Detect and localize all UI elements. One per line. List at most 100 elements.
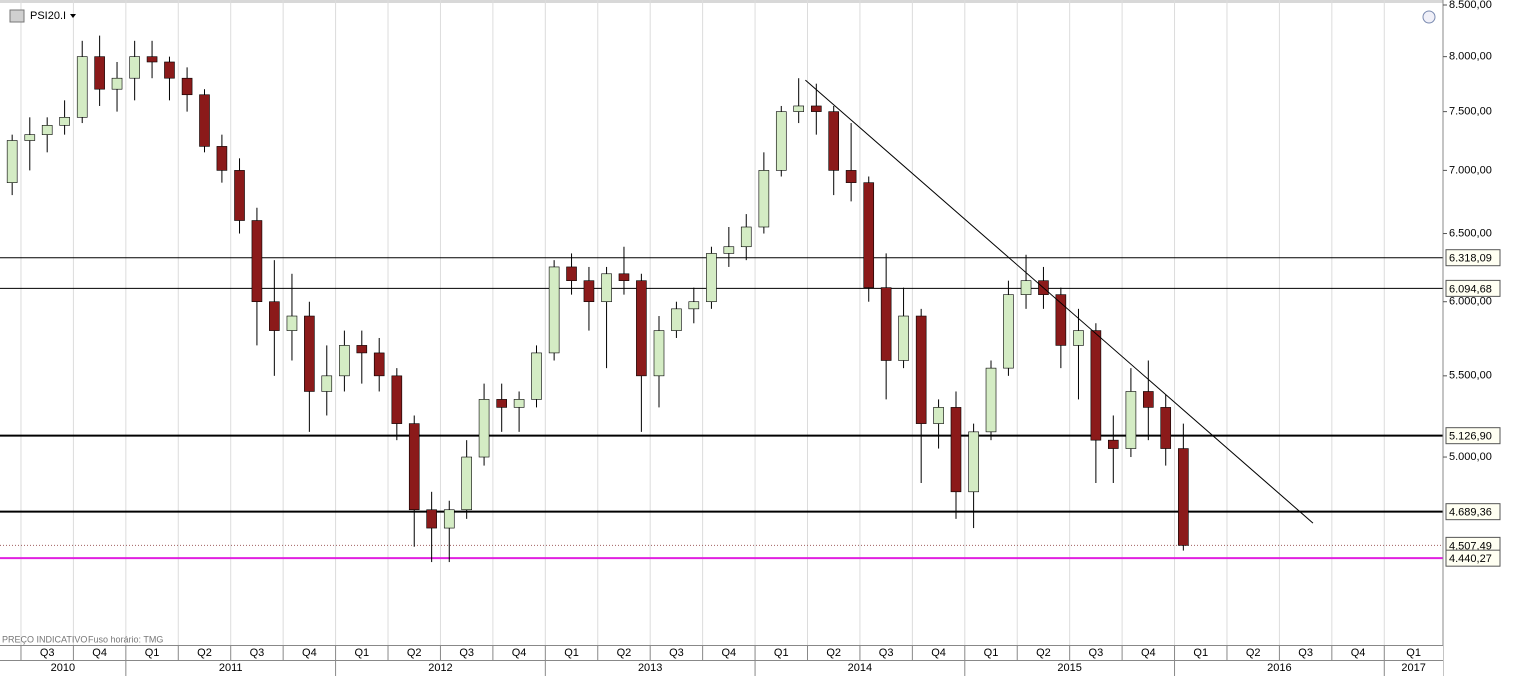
candle-body — [356, 345, 368, 354]
candle-body — [898, 315, 909, 361]
x-tick-label: Q4 — [512, 647, 527, 659]
candle-body — [1055, 294, 1067, 346]
x-tick-label: Q4 — [302, 647, 317, 659]
candle-body — [426, 509, 437, 529]
candle-body — [758, 170, 770, 228]
year-label: 2013 — [638, 662, 662, 674]
candle-body — [513, 399, 525, 408]
candle-body — [548, 266, 560, 354]
candle-body — [408, 423, 420, 511]
candle-body — [76, 56, 88, 118]
candle-body — [1090, 330, 1102, 441]
year-label: 2011 — [219, 662, 243, 674]
candle-body — [1143, 391, 1154, 408]
candle-body — [950, 407, 962, 493]
level-label: 6.318,09 — [1449, 253, 1492, 265]
x-tick-label: Q2 — [197, 647, 212, 659]
candle-body — [793, 105, 804, 112]
x-tick-label: Q3 — [1298, 647, 1313, 659]
y-tick-label: 5.000,00 — [1449, 451, 1492, 463]
top-bar — [0, 0, 1533, 3]
y-tick-label: 6.000,00 — [1449, 296, 1492, 308]
y-tick-label: 8.500,00 — [1449, 0, 1492, 11]
y-tick-label: 6.500,00 — [1449, 227, 1492, 239]
axes: 8.500,00 8.000,00 7.500,00 7.000,00 6.500,00… — [20, 0, 1492, 676]
dropdown-arrow[interactable] — [70, 14, 76, 18]
level-label: 4.689,36 — [1449, 507, 1492, 519]
candle-body — [111, 77, 123, 90]
chart-title[interactable]: PSI20.I — [30, 10, 66, 22]
candle-body — [1125, 391, 1137, 449]
candle-body — [880, 287, 892, 361]
x-tick-label: Q1 — [145, 647, 160, 659]
level-label-box — [1445, 549, 1501, 567]
x-tick-label: Q1 — [354, 647, 369, 659]
candle-body — [461, 456, 472, 511]
x-tick-label: Q2 — [1246, 647, 1261, 659]
candle-body — [566, 266, 577, 281]
y-tick-label: 7.000,00 — [1449, 164, 1492, 176]
candle-body — [1003, 294, 1014, 369]
candle-body — [915, 315, 927, 424]
levels — [0, 257, 1443, 560]
x-tick-label: Q3 — [1089, 647, 1104, 659]
x-tick-label: Q4 — [931, 647, 946, 659]
year-label: 2017 — [1401, 662, 1425, 674]
trendline — [805, 79, 1314, 524]
year-label: 2015 — [1057, 662, 1081, 674]
grid — [20, 0, 1385, 645]
marks — [6, 35, 1314, 563]
x-tick-label: Q4 — [721, 647, 736, 659]
candle-body — [706, 253, 717, 303]
x-tick-label: Q1 — [1406, 647, 1421, 659]
candle-body — [199, 94, 210, 147]
y-tick-label: 8.000,00 — [1449, 51, 1492, 63]
candle-body — [1107, 439, 1119, 449]
x-tick-label: Q2 — [826, 647, 841, 659]
x-tick-label: Q1 — [564, 647, 579, 659]
x-tick-label: Q1 — [774, 647, 789, 659]
candle-body — [234, 170, 245, 221]
candle-body — [671, 308, 682, 331]
candle-body — [1178, 448, 1189, 546]
footnote: PREÇO INDICATIVO — [2, 634, 87, 644]
candle-body — [618, 273, 630, 281]
year-label: 2014 — [848, 662, 872, 674]
candle-body — [443, 509, 455, 529]
settings-icon[interactable] — [1422, 10, 1436, 24]
level-label: 5.126,90 — [1449, 431, 1492, 443]
level-label: 4.440,27 — [1449, 553, 1492, 565]
year-label: 2012 — [428, 662, 452, 674]
candle-body — [933, 407, 944, 424]
candle-body — [41, 125, 53, 135]
x-tick-label: Q4 — [92, 647, 107, 659]
x-tick-label: Q1 — [984, 647, 999, 659]
candle-body — [251, 220, 263, 303]
candle-body — [181, 77, 193, 96]
candle-body — [339, 345, 350, 377]
level-label-box — [1445, 503, 1501, 521]
candle-body — [723, 246, 735, 254]
candle-body — [478, 399, 490, 458]
x-tick-label: Q3 — [669, 647, 684, 659]
x-tick-label: Q2 — [1036, 647, 1051, 659]
x-tick-label: Q3 — [250, 647, 265, 659]
level-label: 6.094,68 — [1449, 283, 1492, 295]
symbol-icon[interactable] — [9, 9, 25, 23]
x-tick-label: Q2 — [617, 647, 632, 659]
candle-body — [583, 280, 595, 303]
candle-body — [496, 399, 507, 408]
y-tick-label: 7.500,00 — [1449, 106, 1492, 118]
candle-body — [775, 111, 787, 171]
candle-body — [1160, 407, 1172, 449]
x-tick-label: Q1 — [1193, 647, 1208, 659]
candle-body — [740, 226, 752, 248]
level-label: 4.507,49 — [1449, 540, 1492, 552]
candle-body — [828, 111, 840, 171]
candle-body — [985, 367, 997, 433]
axis-panel — [1443, 0, 1533, 676]
candle-body — [531, 352, 542, 400]
candle-body — [845, 170, 857, 183]
x-tick-label: Q4 — [1351, 647, 1366, 659]
level-label-box — [1445, 279, 1501, 297]
